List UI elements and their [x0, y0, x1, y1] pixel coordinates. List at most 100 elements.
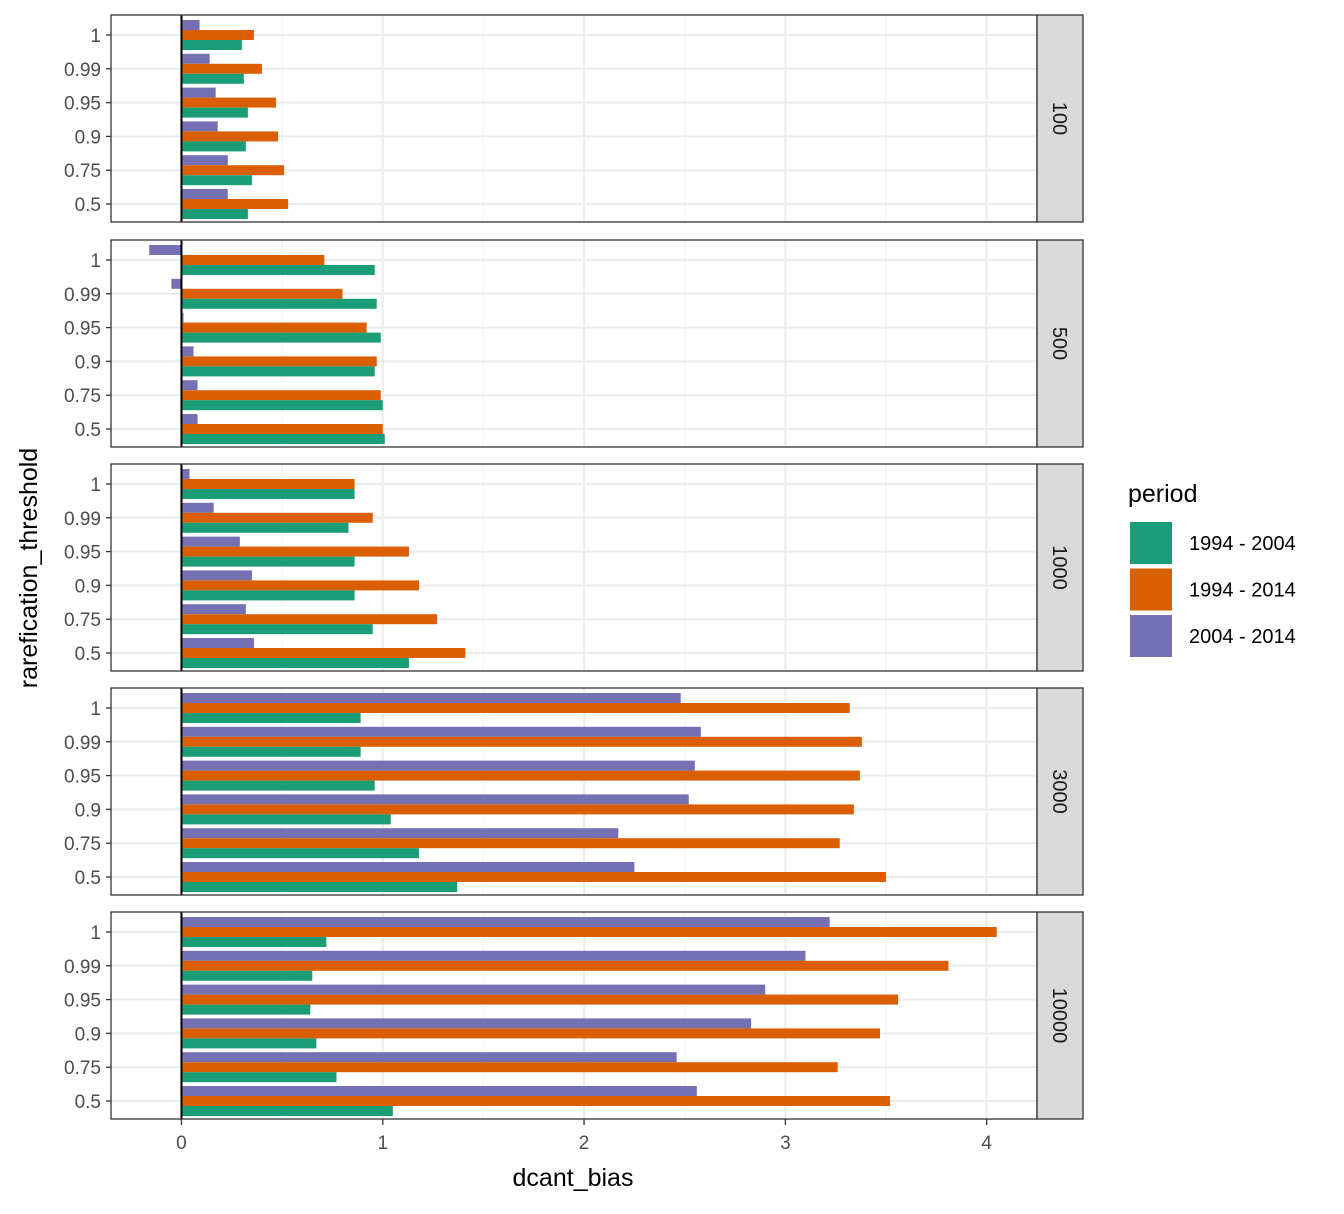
- bar-100-1-2004-2014: [181, 20, 200, 30]
- bar-100-0.99-1994-2014: [181, 63, 262, 74]
- bar-100-0.75-1994-2014: [181, 165, 285, 176]
- bar-100-0.95-2004-2014: [181, 87, 216, 98]
- bar-100-0.5-1994-2004: [181, 209, 248, 219]
- bar-3000-0.9-1994-2014: [181, 804, 854, 815]
- bar-3000-1-1994-2014: [181, 703, 850, 713]
- bar-1000-0.5-2004-2014: [181, 638, 254, 648]
- x-tick-label: 4: [981, 1133, 992, 1154]
- facet-strip-label: 100: [1048, 102, 1070, 135]
- bar-500-0.75-1994-2004: [181, 400, 383, 411]
- bar-10000-0.95-1994-2004: [181, 1004, 311, 1015]
- y-tick-label: 0.99: [64, 60, 101, 81]
- y-tick-label: 0.5: [75, 195, 101, 216]
- bar-3000-0.75-1994-2004: [181, 848, 419, 859]
- facet-panel-3000: 1 0.99 0.95 0.9 0.75 0.5 3000: [64, 687, 1084, 896]
- legend-entry-label: 1994 - 2004: [1189, 533, 1296, 555]
- bar-100-0.99-2004-2014: [181, 53, 210, 64]
- bar-1000-0.5-1994-2004: [181, 658, 409, 668]
- y-tick-label: 1: [90, 923, 101, 944]
- bar-10000-0.5-2004-2014: [181, 1086, 697, 1096]
- legend-entry-label: 1994 - 2014: [1189, 580, 1296, 602]
- x-tick-label: 2: [579, 1133, 590, 1154]
- y-tick-label: 0.95: [64, 94, 101, 115]
- bar-500-1-2004-2014: [149, 245, 182, 255]
- bar-10000-1-1994-2004: [181, 937, 327, 947]
- bar-500-0.99-2004-2014: [171, 278, 182, 289]
- y-tick-label: 0.9: [75, 352, 101, 373]
- bar-100-0.99-1994-2004: [181, 73, 244, 84]
- y-tick-label: 0.5: [75, 868, 101, 889]
- y-tick-label: 0.5: [75, 644, 101, 665]
- facet-strip: [1036, 239, 1084, 448]
- bar-100-0.95-1994-2004: [181, 107, 248, 118]
- y-tick-label: 0.99: [64, 733, 101, 754]
- bar-10000-1-1994-2014: [181, 927, 997, 937]
- bar-3000-0.9-1994-2004: [181, 814, 391, 825]
- bar-10000-0.99-1994-2014: [181, 960, 949, 971]
- bar-3000-0.95-1994-2014: [181, 770, 860, 781]
- y-tick-label: 1: [90, 251, 101, 272]
- bar-1000-0.99-1994-2014: [181, 512, 373, 523]
- y-tick-label: 0.9: [75, 800, 101, 821]
- bar-10000-0.99-1994-2004: [181, 970, 313, 981]
- x-tick-label: 3: [780, 1133, 791, 1154]
- bar-100-0.5-2004-2014: [181, 189, 228, 199]
- facet-panel-1000: 1 0.99 0.95 0.9 0.75 0.5 1000: [64, 463, 1084, 672]
- y-tick-label: 0.9: [75, 127, 101, 148]
- bar-500-1-1994-2014: [181, 255, 325, 265]
- bar-500-0.9-2004-2014: [181, 346, 194, 357]
- y-tick-label: 0.75: [64, 610, 101, 631]
- bar-500-0.9-1994-2014: [181, 356, 377, 367]
- facet-strip-label: 500: [1048, 327, 1070, 360]
- y-tick-label: 0.95: [64, 767, 101, 788]
- bar-1000-1-1994-2014: [181, 479, 355, 489]
- y-tick-label: 0.75: [64, 386, 101, 407]
- facet-strip: [1036, 14, 1084, 223]
- y-tick-label: 0.9: [75, 576, 101, 597]
- y-tick-label: 0.95: [64, 991, 101, 1012]
- bar-1000-0.99-1994-2004: [181, 522, 349, 533]
- bar-100-1-1994-2014: [181, 30, 254, 40]
- bar-10000-0.9-2004-2014: [181, 1018, 752, 1029]
- y-tick-label: 0.99: [64, 957, 101, 978]
- y-tick-label: 0.5: [75, 420, 101, 441]
- y-axis-title: rarefication_threshold: [15, 448, 43, 688]
- y-tick-label: 0.75: [64, 161, 101, 182]
- bar-500-0.5-1994-2014: [181, 424, 383, 434]
- bar-100-0.9-1994-2014: [181, 131, 279, 142]
- y-tick-label: 0.95: [64, 543, 101, 564]
- x-tick-label: 0: [176, 1133, 187, 1154]
- y-tick-label: 0.75: [64, 834, 101, 855]
- facet-panel-100: 1 0.99 0.95 0.9 0.75 0.5 100: [64, 14, 1084, 223]
- bar-1000-0.9-2004-2014: [181, 570, 252, 581]
- bar-500-0.75-2004-2014: [181, 380, 198, 391]
- bar-3000-0.95-1994-2004: [181, 780, 375, 791]
- bar-10000-0.75-2004-2014: [181, 1052, 677, 1063]
- bar-10000-0.5-1994-2004: [181, 1106, 393, 1116]
- bar-500-0.75-1994-2014: [181, 390, 381, 401]
- bar-1000-0.5-1994-2014: [181, 648, 466, 658]
- bar-1000-0.95-1994-2004: [181, 556, 355, 567]
- facet-strip-label: 1000: [1048, 545, 1070, 590]
- facet-strip-label: 10000: [1048, 988, 1070, 1044]
- x-axis: 0 1 2 3 4: [176, 1119, 992, 1154]
- bar-500-0.5-1994-2004: [181, 434, 385, 444]
- bar-1000-0.75-2004-2014: [181, 604, 246, 615]
- panel-background: [111, 15, 1037, 222]
- bar-10000-0.75-1994-2014: [181, 1062, 838, 1073]
- facet-strip: [1036, 911, 1084, 1120]
- facet-strip: [1036, 687, 1084, 896]
- bar-1000-0.75-1994-2014: [181, 614, 438, 625]
- bar-500-0.99-1994-2004: [181, 298, 377, 309]
- bar-1000-0.9-1994-2014: [181, 580, 419, 591]
- y-tick-label: 0.99: [64, 285, 101, 306]
- panels-layer: 1 0.99 0.95 0.9 0.75 0.5 100 1 0.99 0.95 0.9 0.75 0.…: [64, 14, 1084, 1120]
- bar-100-0.9-2004-2014: [181, 121, 218, 132]
- bar-500-0.99-1994-2014: [181, 288, 343, 299]
- bar-10000-0.95-2004-2014: [181, 984, 766, 995]
- legend-entry-label: 2004 - 2014: [1189, 626, 1296, 648]
- bar-100-1-1994-2004: [181, 40, 242, 50]
- legend-title: period: [1128, 480, 1198, 508]
